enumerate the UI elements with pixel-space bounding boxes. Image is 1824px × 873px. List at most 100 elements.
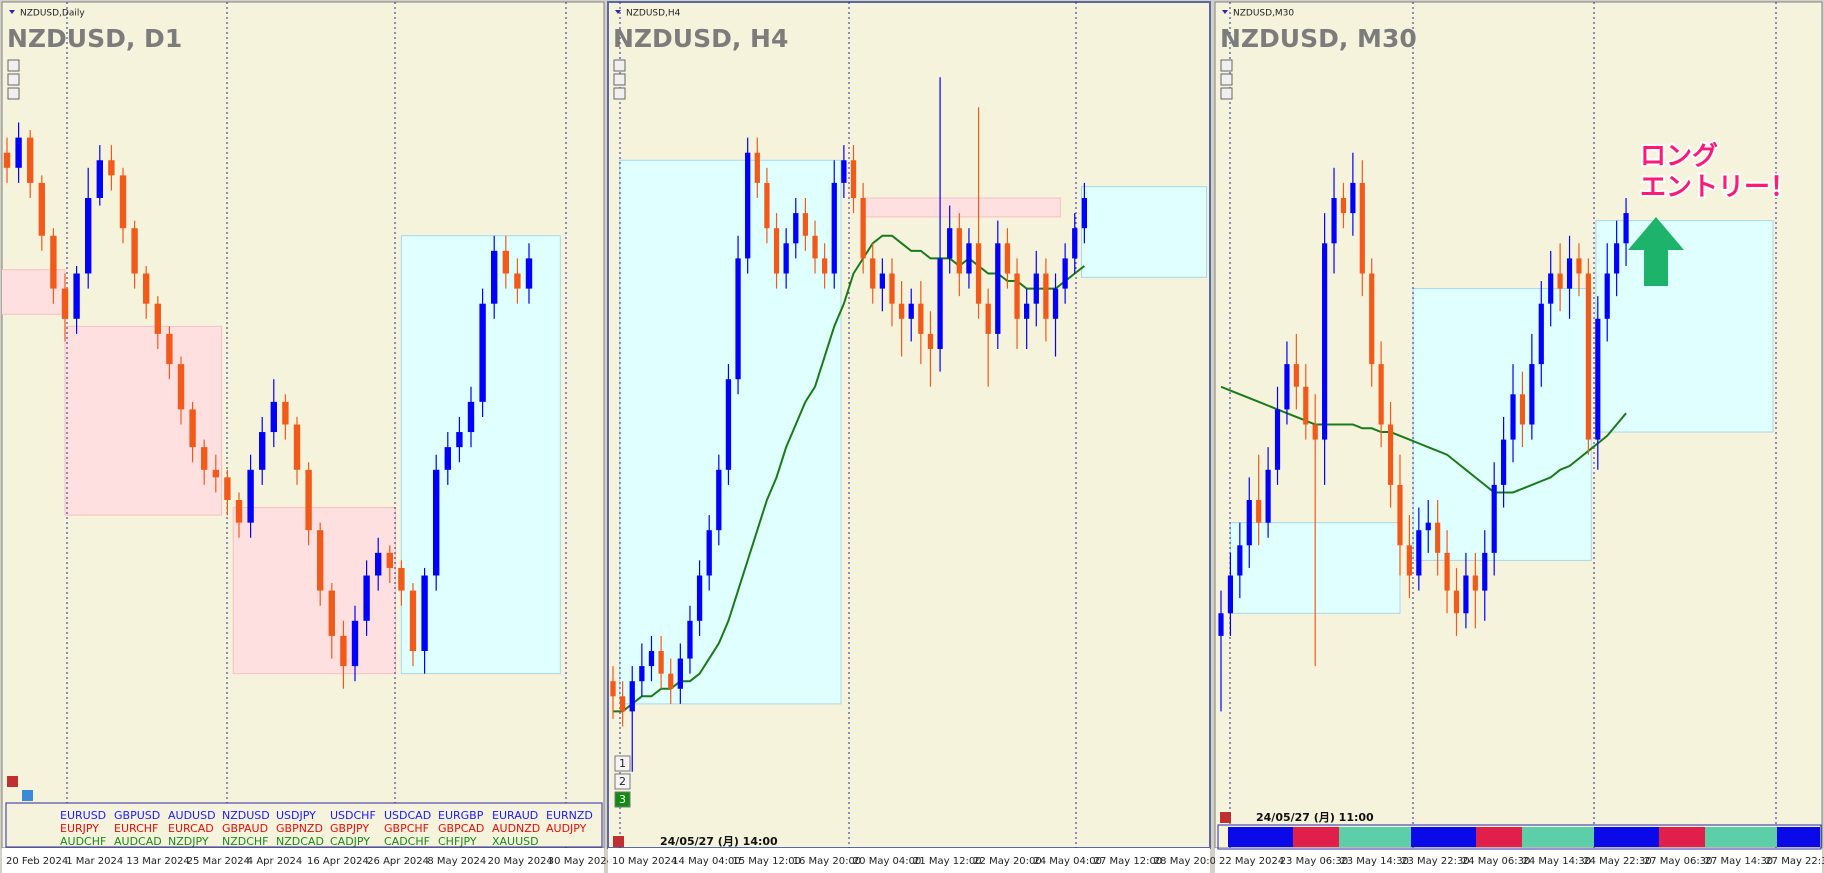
moving-average (1220, 385, 1627, 494)
axis-strip (1215, 848, 1822, 873)
symbol-button[interactable]: AUDCHF (60, 835, 106, 848)
symbol-button[interactable]: NZDUSD (222, 809, 270, 822)
scale-button[interactable] (7, 59, 20, 72)
symbol-button[interactable]: GBPJPY (330, 822, 369, 835)
candle-body (119, 175, 127, 229)
candle-body (870, 258, 876, 289)
symbol-button[interactable]: GBPNZD (276, 822, 323, 835)
symbol-button[interactable]: USDCAD (384, 809, 431, 822)
candle-body (725, 379, 732, 470)
x-tick-label: 21 May 12:00 (913, 856, 982, 867)
symbol-button[interactable]: EURGBP (438, 809, 484, 822)
candle-body (1538, 303, 1544, 365)
symbol-button[interactable]: AUDUSD (168, 809, 216, 822)
symbol-button[interactable]: EURAUD (492, 809, 538, 822)
x-tick-label: 14 May 04:00 (672, 856, 741, 867)
candle-body (956, 228, 962, 274)
close-icon[interactable] (613, 836, 624, 847)
panel (1218, 2, 1777, 848)
panel (2, 2, 567, 848)
x-tick-label: 20 May 2024 (488, 856, 553, 867)
menu-triangle (9, 10, 15, 14)
x-tick-label: 4 Apr 2024 (247, 856, 302, 867)
symbol-button[interactable]: AUDNZD (492, 822, 540, 835)
symbol-button[interactable]: AUDJPY (546, 822, 587, 835)
symbol-button[interactable]: NZDCHF (222, 835, 269, 848)
menu-triangle (615, 10, 621, 14)
symbol-button[interactable]: CADCHF (384, 835, 430, 848)
candle-body (841, 160, 847, 183)
candle-body (1614, 243, 1620, 274)
candle-body (3, 152, 11, 168)
candle-body (889, 273, 895, 304)
candle-body (947, 228, 953, 259)
candle-body (802, 213, 809, 236)
symbol-button[interactable]: EURCHF (114, 822, 158, 835)
zone-box (862, 197, 1061, 218)
candle-body (96, 160, 103, 198)
candle-body (38, 182, 45, 236)
scale-button[interactable] (613, 73, 626, 86)
candle-body (212, 469, 219, 478)
scale-button[interactable] (613, 59, 626, 72)
candle-body (1350, 182, 1356, 214)
symbol-button[interactable]: XAUUSD (492, 835, 539, 848)
symbol-button[interactable]: CADJPY (330, 835, 370, 848)
candle-body (1595, 318, 1601, 440)
candle-body (166, 333, 173, 365)
scale-button[interactable] (7, 73, 20, 86)
signal-bar (1411, 827, 1476, 847)
candle-body (783, 243, 789, 274)
candle-body (1548, 273, 1554, 304)
signal-bar (1293, 827, 1339, 847)
scale-button[interactable] (613, 87, 626, 100)
x-tick-label: 27 May 14:30 (1705, 856, 1774, 867)
symbol-button[interactable]: EURNZD (546, 809, 593, 822)
symbol-button[interactable]: NZDJPY (168, 835, 209, 848)
symbol-button[interactable]: GBPCHF (384, 822, 429, 835)
candle-body (1453, 590, 1460, 614)
toggle-icon[interactable] (22, 790, 33, 801)
scale-button[interactable] (7, 87, 20, 100)
candle-body (27, 137, 34, 183)
cursor-time: 24/05/27 (月) 11:00 (1256, 811, 1374, 824)
timeframe-button[interactable] (614, 791, 631, 808)
candle-body (831, 182, 837, 274)
symbol-button[interactable]: GBPUSD (114, 809, 160, 822)
candle-body (918, 303, 924, 334)
close-icon[interactable] (7, 776, 18, 787)
candle-body (1519, 394, 1526, 425)
symbol-list-frame (5, 802, 603, 848)
candle-body (375, 552, 382, 576)
symbol-button[interactable]: CHFJPY (438, 835, 477, 848)
candle-body (1072, 228, 1078, 259)
symbol-button[interactable]: GBPCAD (438, 822, 484, 835)
candle-body (1284, 364, 1290, 410)
candle-body (514, 273, 521, 289)
signal-bar (1228, 827, 1293, 847)
symbol-button[interactable]: USDJPY (276, 809, 316, 822)
scale-button[interactable] (1220, 73, 1233, 86)
symbol-button[interactable]: GBPAUD (222, 822, 268, 835)
candle-body (793, 213, 799, 244)
symbol-button[interactable]: NZDCAD (276, 835, 324, 848)
scale-button[interactable] (1220, 59, 1233, 72)
symbol-button[interactable]: AUDCAD (114, 835, 162, 848)
candle-body (1340, 198, 1347, 214)
candle-body (1435, 522, 1441, 553)
x-tick-label: 23 May 06:30 (1280, 856, 1349, 867)
candle-body (610, 681, 616, 697)
symbol-button[interactable]: EURUSD (60, 809, 106, 822)
candle-body (966, 243, 972, 274)
symbol-button[interactable]: EURJPY (60, 822, 99, 835)
candle-body (108, 160, 115, 176)
symbol-button[interactable]: EURCAD (168, 822, 214, 835)
close-icon[interactable] (1220, 812, 1231, 823)
candle-body (716, 469, 722, 531)
scale-button[interactable] (1220, 87, 1233, 100)
timeframe-button[interactable] (614, 773, 631, 790)
timeframe-button[interactable] (614, 755, 631, 772)
x-tick-label: 22 May 20:00 (973, 856, 1042, 867)
symbol-button[interactable]: USDCHF (330, 809, 376, 822)
candle-body (1014, 273, 1020, 319)
